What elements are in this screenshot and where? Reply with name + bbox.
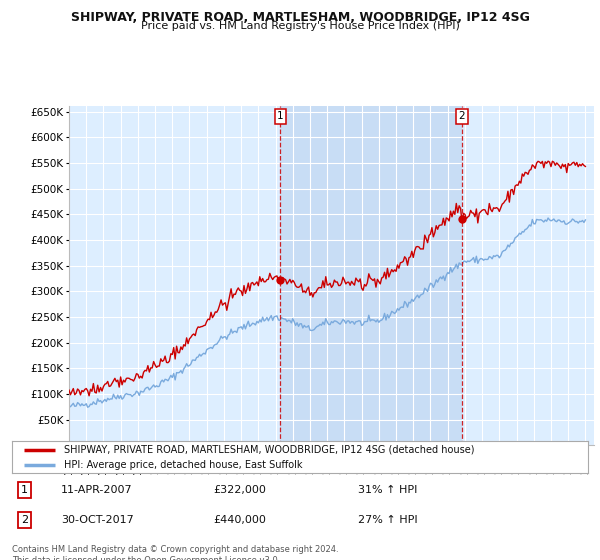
Text: 1: 1 xyxy=(277,111,284,122)
Text: 30-OCT-2017: 30-OCT-2017 xyxy=(61,515,134,525)
Text: SHIPWAY, PRIVATE ROAD, MARTLESHAM, WOODBRIDGE, IP12 4SG (detached house): SHIPWAY, PRIVATE ROAD, MARTLESHAM, WOODB… xyxy=(64,445,475,455)
Text: HPI: Average price, detached house, East Suffolk: HPI: Average price, detached house, East… xyxy=(64,460,302,470)
Text: £322,000: £322,000 xyxy=(214,486,266,496)
Bar xyxy=(280,106,462,445)
Text: 31% ↑ HPI: 31% ↑ HPI xyxy=(358,486,417,496)
Text: 2: 2 xyxy=(21,515,28,525)
Text: 11-APR-2007: 11-APR-2007 xyxy=(61,486,133,496)
Text: Contains HM Land Registry data © Crown copyright and database right 2024.
This d: Contains HM Land Registry data © Crown c… xyxy=(12,545,338,560)
Text: SHIPWAY, PRIVATE ROAD, MARTLESHAM, WOODBRIDGE, IP12 4SG: SHIPWAY, PRIVATE ROAD, MARTLESHAM, WOODB… xyxy=(71,11,529,24)
Text: 2: 2 xyxy=(458,111,465,122)
Text: 27% ↑ HPI: 27% ↑ HPI xyxy=(358,515,417,525)
Text: 1: 1 xyxy=(21,486,28,496)
Text: Price paid vs. HM Land Registry's House Price Index (HPI): Price paid vs. HM Land Registry's House … xyxy=(140,21,460,31)
Text: £440,000: £440,000 xyxy=(214,515,266,525)
